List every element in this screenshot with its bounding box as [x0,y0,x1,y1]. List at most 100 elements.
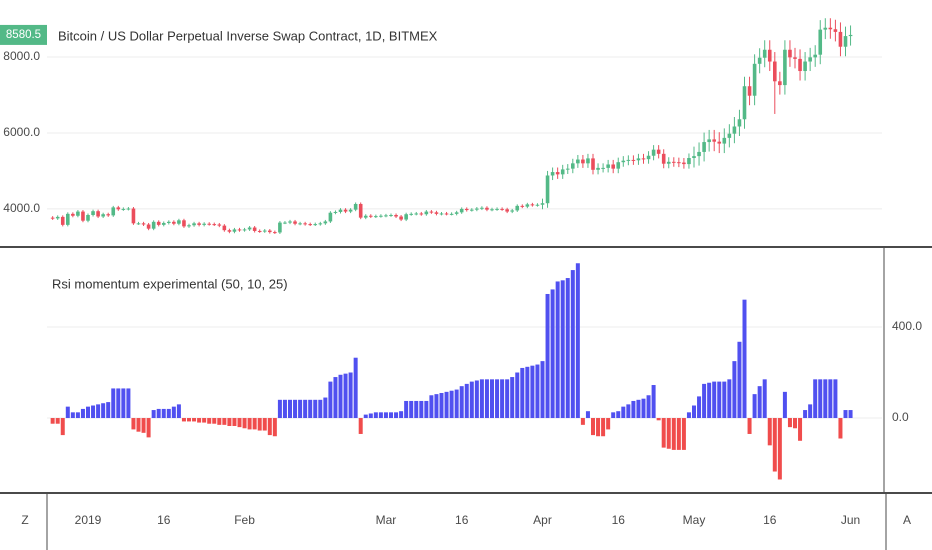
candle-body [490,209,494,211]
candle-body [535,204,540,206]
candle-body [318,223,323,225]
candle-body [404,214,408,220]
histogram-bar [490,379,494,419]
candle-body [828,27,833,30]
histogram-bar [621,406,626,419]
histogram-bar [656,418,661,421]
candle-body [172,221,176,224]
candle-body [91,211,95,215]
candle-body [576,159,580,164]
candle-body [555,172,560,175]
candle-body [742,86,747,120]
histogram-bar [212,418,217,424]
candle-body [207,223,211,225]
candle-body [252,227,257,231]
histogram-bar [419,400,424,419]
histogram-bar [767,418,772,446]
histogram-bar [661,418,666,448]
candle-body [106,214,110,216]
candle-body [449,213,454,215]
candle-body [823,27,828,30]
histogram-bar [580,418,585,425]
y-tick-label: 400.0 [892,319,922,333]
histogram-bar [484,379,489,419]
candle-body [197,223,201,225]
zoom-button[interactable]: Z [21,513,28,527]
histogram-bar [495,379,500,419]
histogram-bar [409,400,414,419]
auto-scale-button[interactable]: A [903,513,911,527]
candle-body [767,49,772,62]
histogram-bar [141,418,146,433]
histogram-bar [616,411,621,419]
candle-body [187,225,191,227]
candle-body [283,222,287,224]
candle-body [606,164,610,168]
histogram-bar [111,388,116,419]
histogram-bar [545,293,550,419]
candle-body [454,212,459,214]
marks-layer [50,18,853,480]
histogram-bar [121,388,126,419]
candle-body [379,215,383,217]
histogram-bar [277,399,282,419]
histogram-bar [91,405,96,419]
histogram-bar [202,418,207,423]
histogram-bar [646,395,651,419]
histogram-bar [116,388,121,419]
histogram-bar [505,379,510,419]
histogram-bar [80,408,85,419]
candle-body [126,208,131,210]
histogram-bar [848,410,853,419]
candle-body [621,160,626,163]
candle-body [788,49,792,58]
histogram-bar [555,281,560,419]
candle-body [727,133,732,138]
histogram-bar [601,418,606,437]
candle-body [343,209,348,212]
chart-title: Bitcoin / US Dollar Perpetual Inverse Sw… [58,28,438,43]
histogram-bar [732,361,737,419]
candle-body [247,227,252,230]
histogram-bar [171,406,176,419]
histogram-bar [813,379,818,419]
candle-body [838,31,843,47]
candle-body [813,54,817,58]
histogram-bar [737,341,742,419]
candle-body [81,211,85,221]
histogram-bar [520,367,525,419]
candle-body [293,221,297,224]
histogram-bar [207,418,212,424]
histogram-bar [459,386,464,419]
candle-body [288,221,292,223]
histogram-bar [126,388,131,419]
histogram-bar [227,418,232,426]
histogram-bar [530,365,535,419]
candle-body [167,221,171,223]
candle-body [505,209,509,212]
candle-body [328,212,333,222]
candle-body [707,139,711,143]
candle-body [424,211,429,215]
candle-body [661,153,666,164]
histogram-bar [222,418,227,425]
x-tick-label: 2019 [75,513,102,527]
y-tick-label: 0.0 [892,410,909,424]
candle-body [374,216,378,218]
candle-body [192,223,196,226]
y-tick-label: 6000.0 [3,125,40,139]
candle-body [237,229,242,231]
histogram-bar [550,289,555,419]
candle-body [146,224,151,229]
histogram-bar [681,418,686,450]
histogram-bar [378,412,383,419]
candle-body [141,223,146,225]
histogram-bar [373,412,378,419]
histogram-bar [707,382,712,419]
candle-body [803,61,807,72]
x-tick-label: Jun [841,513,860,527]
y-tick-label: 4000.0 [3,201,40,215]
candle-body [530,204,535,206]
histogram-bar [176,404,181,419]
